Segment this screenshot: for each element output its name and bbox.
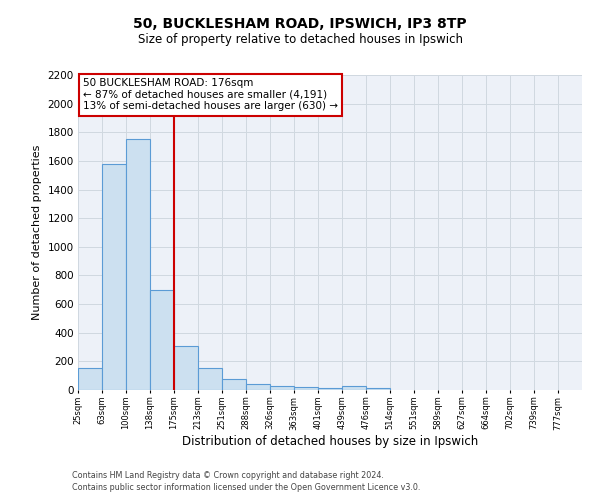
Bar: [198, 368, 222, 390]
Bar: [366, 388, 390, 390]
Text: 50, BUCKLESHAM ROAD, IPSWICH, IP3 8TP: 50, BUCKLESHAM ROAD, IPSWICH, IP3 8TP: [133, 18, 467, 32]
Y-axis label: Number of detached properties: Number of detached properties: [32, 145, 42, 320]
Bar: [173, 346, 198, 390]
Bar: [246, 384, 270, 390]
Bar: [222, 378, 246, 390]
X-axis label: Distribution of detached houses by size in Ipswich: Distribution of detached houses by size …: [182, 435, 478, 448]
Bar: [78, 368, 102, 390]
Bar: [318, 388, 342, 390]
Text: Size of property relative to detached houses in Ipswich: Size of property relative to detached ho…: [137, 32, 463, 46]
Text: Contains HM Land Registry data © Crown copyright and database right 2024.
Contai: Contains HM Land Registry data © Crown c…: [72, 471, 421, 492]
Bar: [270, 386, 293, 390]
Bar: [150, 290, 173, 390]
Bar: [293, 387, 318, 390]
Bar: [342, 386, 366, 390]
Text: 50 BUCKLESHAM ROAD: 176sqm
← 87% of detached houses are smaller (4,191)
13% of s: 50 BUCKLESHAM ROAD: 176sqm ← 87% of deta…: [83, 78, 338, 112]
Bar: [126, 140, 150, 390]
Bar: [102, 164, 126, 390]
